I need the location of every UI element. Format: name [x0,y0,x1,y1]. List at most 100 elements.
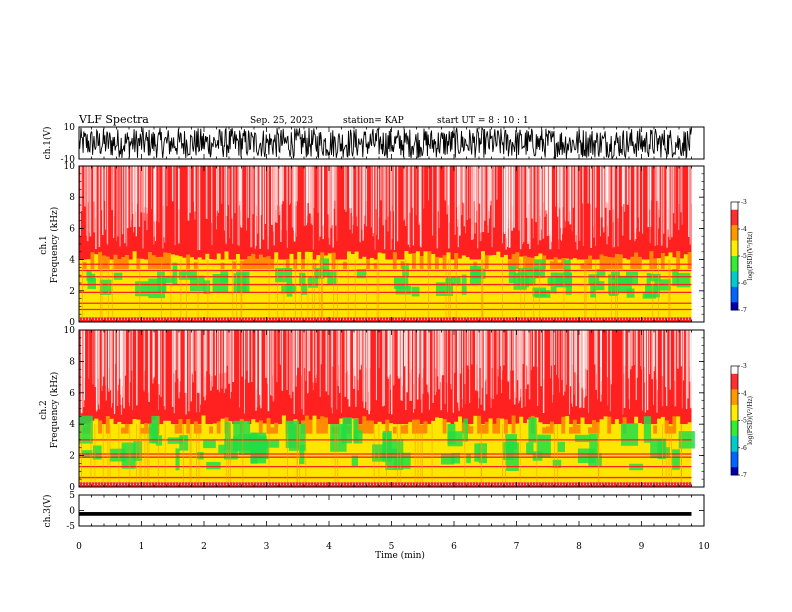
spectrogram-white-speckle [194,330,196,371]
spectrogram-green-patch [393,277,409,289]
spectrogram-white-speckle [279,166,280,207]
spectrogram-white-speckle [631,330,633,366]
spectrogram-white-speckle [654,166,656,246]
colorbar-tick-label: -3 [741,363,747,370]
y-tick-label: -5 [66,522,75,532]
spectrogram-white-speckle [469,330,471,403]
spectrogram-white-speckle [210,330,212,391]
spectrogram-vertical-streak [668,424,670,483]
spectrogram-transition-cell [496,418,501,434]
spectrogram-white-speckle [569,330,571,415]
spectrogram-white-speckle [629,330,631,410]
spectrogram-white-speckle [363,166,366,224]
spectrogram-white-speckle [571,330,573,404]
spectrogram-transition-cell [205,425,210,434]
spectrogram-white-speckle [376,166,377,236]
spectrogram-white-speckle [255,330,257,400]
spectrogram-transition-cell [492,423,497,434]
spectrogram-white-speckle [411,166,413,208]
spectrogram-transition-cell [358,424,363,434]
spectrogram-white-speckle [347,330,349,400]
spectrogram-white-speckle [205,166,208,219]
spectrogram-white-speckle [375,166,377,210]
spectrogram-white-speckle [225,166,227,244]
spectrogram-white-speckle [216,166,218,216]
spectrogram-white-speckle [685,330,688,409]
spectrogram-vertical-streak [170,259,172,318]
spectrogram-vertical-streak [139,259,141,318]
spectrogram-white-speckle [667,166,669,210]
spectrogram-white-speckle [582,330,585,390]
spectrogram-white-speckle [357,330,359,391]
spectrogram-green-patch [672,449,680,470]
spectrogram-white-speckle [102,330,104,386]
spectrogram-white-speckle [691,166,693,204]
spectrogram-transition-cell [79,261,83,269]
spectrogram-white-speckle [286,330,288,390]
spectrogram-white-speckle [510,330,511,371]
spectrogram-green-patch [151,415,159,444]
spectrogram-vertical-streak [597,424,599,483]
spectrogram-white-speckle [159,330,160,394]
spectrogram-transition-cell [507,425,512,434]
spectrogram-white-speckle [92,330,94,385]
spectrogram-transition-cell [236,254,240,269]
spectrogram-transition-cell [607,257,612,269]
spectrogram-white-speckle [332,166,334,248]
spectrogram-white-speckle [316,330,317,375]
spectrogram-white-speckle [145,166,148,208]
spectrogram-white-speckle [610,330,612,381]
spectrogram-white-speckle [644,330,645,368]
spectrogram-white-speckle [308,330,311,372]
spectrogram-white-speckle [232,166,234,244]
colorbar-cell [731,290,738,294]
spectrogram-white-speckle [609,330,611,412]
spectrogram-transition-cell [281,415,286,434]
spectrogram-white-speckle [251,166,253,248]
spectrogram-white-speckle [603,166,605,233]
spectrogram-transition-cell [274,252,279,269]
spectrogram-white-speckle [336,166,338,242]
colorbar-cell [731,430,738,433]
spectrogram-transition-cell [389,423,394,434]
spectrogram-white-speckle [319,330,321,397]
spectrogram-white-speckle [270,330,272,395]
spectrogram-white-speckle [121,166,124,235]
spectrogram-white-speckle [413,330,415,385]
spectrogram-vertical-streak [482,259,483,318]
spectrogram-white-speckle [423,166,425,209]
colorbar-cell [731,366,738,369]
spectrogram-white-speckle [265,330,267,378]
spectrogram-white-speckle [230,330,232,392]
spectrogram-transition-cell [611,257,616,269]
spectrogram-transition-cell [588,427,593,434]
spectrogram-vertical-streak [118,424,120,483]
spectrogram-transition-cell [641,426,646,434]
spectrogram-white-speckle [260,166,262,215]
spectrogram-white-speckle [473,166,475,202]
spectrogram-white-speckle [559,166,561,209]
spectrogram-white-speckle [289,330,291,395]
spectrogram-white-speckle [688,166,690,237]
spectrogram-white-speckle [153,166,155,237]
spectrogram-white-speckle [256,330,258,390]
spectrogram-white-speckle [108,330,110,392]
colorbar-cell [731,288,738,292]
spectrogram-white-speckle [340,330,342,413]
date-label: Sep. 25, 2023 [250,116,313,126]
spectrogram-green-patch [593,281,605,291]
colorbar-cell [731,219,738,222]
spectrogram-transition-cell [461,255,466,269]
spectrogram-white-speckle [421,330,424,394]
spectrogram-white-speckle [649,330,651,374]
spectrogram-transition-cell [396,427,401,434]
colorbar-cell [731,457,738,460]
spectrogram-white-speckle [644,330,646,413]
spectrogram-white-speckle [311,166,314,226]
spectrogram-white-speckle [474,166,477,223]
spectrogram-white-speckle [219,330,221,374]
spectrogram-green-patch [474,443,480,462]
spectrogram-vertical-streak [610,259,612,318]
ch3-voltage-axis-label: ch.3(V) [42,495,53,528]
colorbar-cell [731,265,738,269]
